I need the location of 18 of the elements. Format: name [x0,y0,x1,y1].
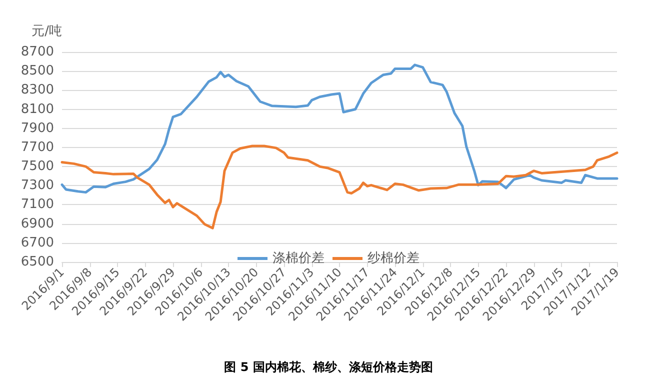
y-tick-label: 8100 [20,102,54,117]
y-tick-label: 7300 [20,178,54,194]
line-series [60,144,618,230]
y-tick-label: 8300 [20,82,54,98]
text: 图 5 国内棉花、棉纱、涤短价格走势图 [224,360,433,374]
y-tick-label: 7900 [20,120,54,136]
line-series [60,64,618,194]
legend-label: 纱棉价差 [368,251,420,266]
y-tick-label: 8500 [20,64,54,79]
y-tick-label: 6500 [20,254,54,270]
y-tick-label: 6900 [20,216,54,232]
y-tick-label: 6700 [20,235,54,250]
y-tick-label: 7100 [20,197,54,212]
y-tick-label: 8700 [20,44,54,60]
y-tick-label: 7700 [20,140,54,155]
legend-label: 涤棉价差 [272,251,324,266]
y-axis-title: 元/吨 [32,24,62,39]
y-tick-label: 7500 [20,159,54,174]
